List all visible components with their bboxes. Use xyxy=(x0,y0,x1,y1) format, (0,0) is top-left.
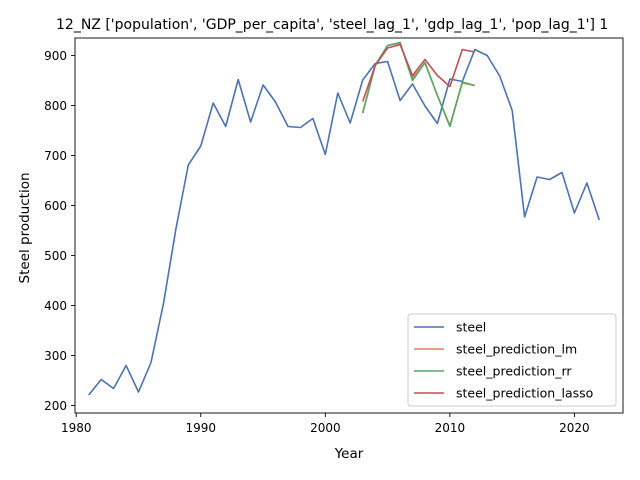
y-tick-label: 400 xyxy=(44,299,67,313)
y-tick-label: 200 xyxy=(44,399,67,413)
legend-label: steel xyxy=(456,320,486,335)
x-tick-label: 2000 xyxy=(310,421,341,435)
y-tick-label: 500 xyxy=(44,249,67,263)
y-tick-label: 600 xyxy=(44,199,67,213)
plot-lines xyxy=(88,41,601,396)
plot-frame xyxy=(74,37,624,414)
series-line-steel xyxy=(88,48,601,396)
chart-title: 12_NZ ['population', 'GDP_per_capita', '… xyxy=(56,17,608,33)
y-tick-label: 700 xyxy=(44,149,67,163)
x-tick-label: 1980 xyxy=(61,421,92,435)
x-axis-label: Year xyxy=(334,446,364,462)
y-tick-label: 300 xyxy=(44,349,67,363)
y-tick-label: 900 xyxy=(44,49,67,63)
legend: steel steel_prediction_lm steel_prediction… xyxy=(407,313,617,407)
series-line-steel-prediction-lm xyxy=(361,42,475,127)
series-line-steel-prediction-rr xyxy=(361,41,476,128)
x-tick-label: 2020 xyxy=(559,421,590,435)
axes: 1980 1990 2000 2010 2020 200 300 400 500 600 700 80… xyxy=(44,37,624,435)
x-tick-label: 1990 xyxy=(186,421,217,435)
y-axis-label: Steel production xyxy=(17,172,33,283)
legend-label: steel_prediction_rr xyxy=(456,364,572,379)
x-tick-label: 2010 xyxy=(435,421,466,435)
y-tick-label: 800 xyxy=(44,99,67,113)
legend-label: steel_prediction_lm xyxy=(456,342,577,357)
series-line-steel-prediction-lasso xyxy=(361,43,475,102)
legend-label: steel_prediction_lasso xyxy=(456,386,593,401)
legend-box xyxy=(407,313,617,407)
